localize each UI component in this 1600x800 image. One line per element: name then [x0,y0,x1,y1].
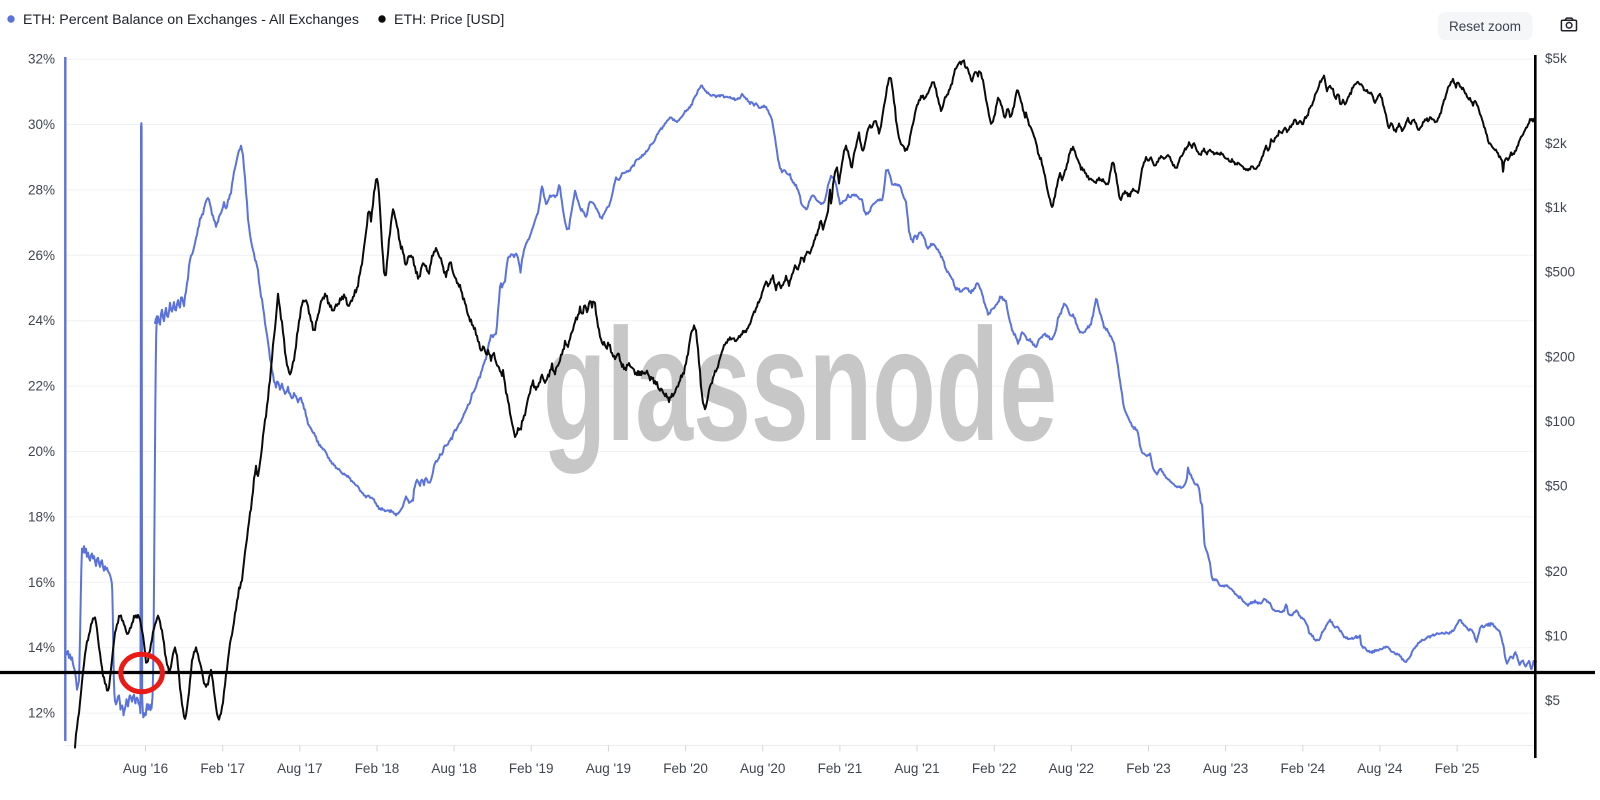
svg-text:24%: 24% [28,313,55,328]
svg-text:$100: $100 [1545,414,1575,429]
svg-text:Feb '25: Feb '25 [1435,761,1480,776]
svg-text:14%: 14% [28,640,55,655]
svg-text:$5: $5 [1545,693,1560,708]
svg-text:glassnode: glassnode [543,295,1057,474]
svg-text:Feb '23: Feb '23 [1126,761,1171,776]
svg-text:30%: 30% [28,117,55,132]
svg-text:Aug '24: Aug '24 [1357,761,1403,776]
svg-text:$20: $20 [1545,564,1568,579]
svg-text:Aug '23: Aug '23 [1203,761,1248,776]
svg-text:Feb '18: Feb '18 [355,761,400,776]
svg-text:16%: 16% [28,575,55,590]
svg-text:Aug '22: Aug '22 [1049,761,1094,776]
svg-text:Aug '16: Aug '16 [123,761,168,776]
svg-text:22%: 22% [28,379,55,394]
svg-text:Feb '22: Feb '22 [972,761,1017,776]
svg-text:12%: 12% [28,706,55,721]
svg-text:Aug '21: Aug '21 [894,761,939,776]
svg-text:32%: 32% [28,52,55,67]
svg-text:18%: 18% [28,509,55,524]
svg-text:Aug '19: Aug '19 [586,761,631,776]
svg-text:Aug '20: Aug '20 [740,761,785,776]
svg-text:$2k: $2k [1545,136,1567,151]
svg-text:ETH: Percent Balance on Exchan: ETH: Percent Balance on Exchanges - All … [23,12,359,28]
svg-text:$5k: $5k [1545,51,1567,66]
svg-text:ETH: Price [USD]: ETH: Price [USD] [394,12,504,28]
svg-text:Feb '20: Feb '20 [663,761,708,776]
svg-text:Aug '18: Aug '18 [431,761,476,776]
svg-text:20%: 20% [28,444,55,459]
svg-text:28%: 28% [28,182,55,197]
svg-text:Feb '21: Feb '21 [818,761,863,776]
svg-text:Feb '19: Feb '19 [509,761,554,776]
svg-text:$50: $50 [1545,479,1568,494]
svg-text:$200: $200 [1545,350,1575,365]
svg-text:$10: $10 [1545,628,1568,643]
svg-text:$500: $500 [1545,264,1575,279]
svg-text:Feb '17: Feb '17 [200,761,245,776]
svg-text:Feb '24: Feb '24 [1280,761,1325,776]
svg-text:Aug '17: Aug '17 [277,761,322,776]
svg-text:$1k: $1k [1545,200,1567,215]
svg-text:Reset zoom: Reset zoom [1449,19,1521,34]
svg-text:26%: 26% [28,248,55,263]
